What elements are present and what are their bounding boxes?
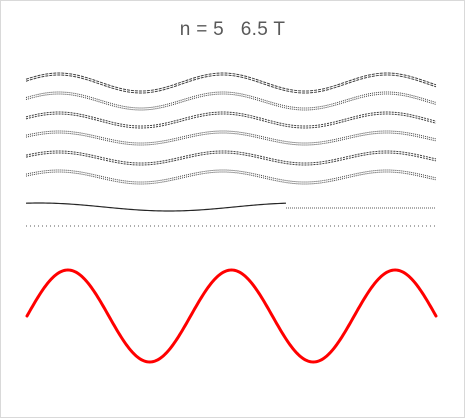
dotted-wave-layer-6	[26, 170, 436, 182]
dotted-wave-layer-4	[26, 131, 436, 143]
dotted-wave-layer-4	[26, 133, 436, 145]
dotted-wave-layer-6	[26, 172, 436, 184]
red-sine-wave	[27, 270, 436, 362]
dotted-wave-layer-5	[26, 153, 436, 165]
bottom-wave-strand	[26, 203, 286, 211]
dotted-wave-stack	[26, 73, 436, 211]
dotted-wave-layer-3	[26, 114, 436, 128]
